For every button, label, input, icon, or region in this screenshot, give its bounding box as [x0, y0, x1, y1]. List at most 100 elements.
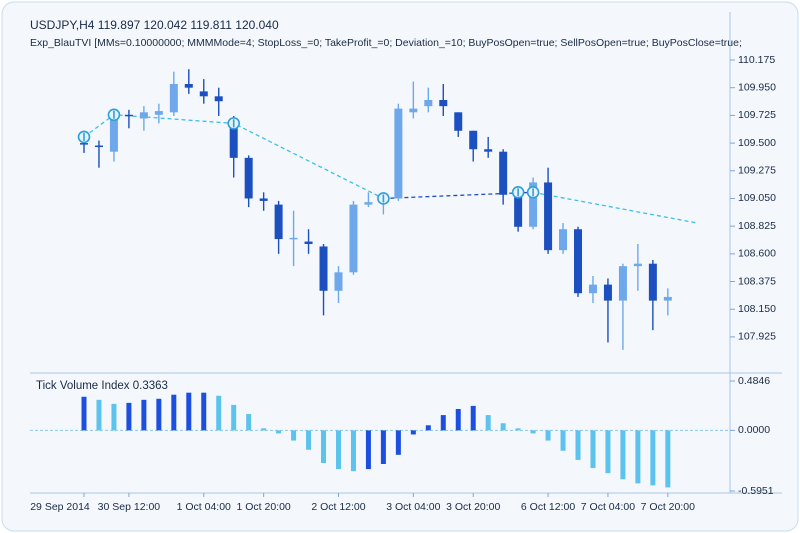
volume-bar	[425, 425, 431, 431]
candle-body	[139, 112, 148, 119]
candle-body	[274, 204, 283, 240]
volume-bar	[650, 430, 656, 486]
volume-bar	[620, 430, 626, 480]
chart-subtitle: Exp_BlauTVI [MMs=0.10000000; MMMMode=4; …	[30, 37, 742, 49]
y-tick-label: -0.5951	[738, 485, 774, 497]
volume-bar	[410, 430, 416, 435]
x-tick-label: 3 Oct 20:00	[446, 501, 500, 513]
x-tick-label: 7 Oct 20:00	[641, 501, 695, 513]
candle-body	[439, 100, 448, 107]
y-tick-label: 109.950	[738, 81, 776, 93]
candle-body	[199, 91, 208, 97]
volume-bar	[231, 404, 237, 431]
y-tick-label: 109.500	[738, 137, 776, 149]
candle-body	[484, 149, 493, 152]
chart-title: USDJPY,H4 119.897 120.042 119.811 120.04…	[30, 18, 279, 32]
volume-bar	[380, 430, 386, 464]
y-tick-label: 0.4846	[738, 375, 770, 387]
volume-bar	[395, 430, 401, 455]
volume-bar	[665, 430, 671, 488]
x-tick-label: 1 Oct 20:00	[236, 501, 290, 513]
y-tick-label: 108.375	[738, 275, 776, 287]
y-tick-label: 108.150	[738, 303, 776, 315]
x-tick-label: 29 Sep 2014	[30, 501, 90, 513]
volume-bar	[545, 430, 551, 441]
candle-body	[633, 263, 642, 267]
volume-bar	[111, 403, 117, 431]
volume-bar	[530, 430, 536, 434]
volume-bar	[350, 430, 356, 472]
y-tick-label: 107.925	[738, 331, 776, 343]
signal-line	[383, 191, 534, 200]
volume-bar	[455, 408, 461, 431]
volume-bar	[635, 430, 641, 484]
y-tick-label: 109.725	[738, 109, 776, 121]
volume-bar	[96, 399, 102, 431]
candle-body	[304, 241, 313, 244]
candle-body	[559, 229, 568, 251]
x-tick-label: 2 Oct 12:00	[311, 501, 365, 513]
candle-body	[424, 100, 433, 107]
candle-body	[214, 96, 223, 102]
candle-body	[109, 114, 118, 152]
x-tick-label: 3 Oct 04:00	[386, 501, 440, 513]
volume-bar	[126, 402, 132, 431]
y-tick-label: 109.275	[738, 165, 776, 177]
candle-body	[154, 111, 163, 115]
candle-body	[588, 284, 597, 294]
candle-body	[454, 112, 463, 131]
volume-bar	[306, 430, 312, 450]
y-tick-label: 108.825	[738, 220, 776, 232]
x-tick-label: 7 Oct 04:00	[581, 501, 635, 513]
candle-body	[289, 237, 298, 240]
volume-bar	[500, 423, 506, 431]
volume-bar	[515, 428, 521, 431]
candle-body	[259, 198, 268, 201]
volume-bar	[291, 430, 297, 441]
volume-bar	[470, 405, 476, 431]
volume-bar	[575, 430, 581, 460]
indicator-title: Tick Volume Index 0.3363	[36, 380, 168, 392]
volume-bar	[141, 399, 147, 431]
candle-body	[648, 263, 657, 301]
volume-bar	[590, 430, 596, 469]
candle-body	[663, 296, 672, 301]
volume-bar	[485, 415, 491, 431]
candle-body	[244, 157, 253, 199]
volume-bar	[276, 430, 282, 434]
signal-line	[83, 114, 384, 200]
volume-bar	[171, 394, 177, 431]
candle-body	[469, 130, 478, 150]
candle-body	[334, 272, 343, 291]
candle-body	[514, 194, 523, 227]
candle-body	[124, 114, 133, 117]
candle-body	[618, 266, 627, 301]
candle-body	[184, 84, 193, 88]
volume-bar	[216, 395, 222, 431]
volume-bar	[365, 430, 371, 470]
candle-body	[169, 84, 178, 113]
candle-body	[499, 151, 508, 195]
volume-bar	[201, 392, 207, 431]
volume-bar	[321, 430, 327, 463]
volume-bar	[605, 430, 611, 474]
y-tick-label: 0.0000	[738, 424, 770, 436]
candle-body	[80, 143, 88, 145]
y-tick-label: 109.050	[738, 192, 776, 204]
volume-bar	[335, 430, 341, 470]
candle-body	[229, 118, 238, 158]
candle-body	[544, 182, 553, 251]
candle-body	[574, 229, 583, 294]
volume-bar	[560, 430, 566, 451]
candle-body	[409, 108, 418, 113]
candle-body	[603, 284, 612, 301]
volume-bar	[81, 396, 87, 431]
volume-bar	[186, 392, 192, 431]
candle-body	[529, 182, 538, 227]
x-tick-label: 6 Oct 12:00	[521, 501, 575, 513]
x-tick-label: 30 Sep 12:00	[98, 501, 161, 513]
volume-bar	[261, 428, 267, 431]
y-tick-label: 110.175	[738, 54, 775, 66]
